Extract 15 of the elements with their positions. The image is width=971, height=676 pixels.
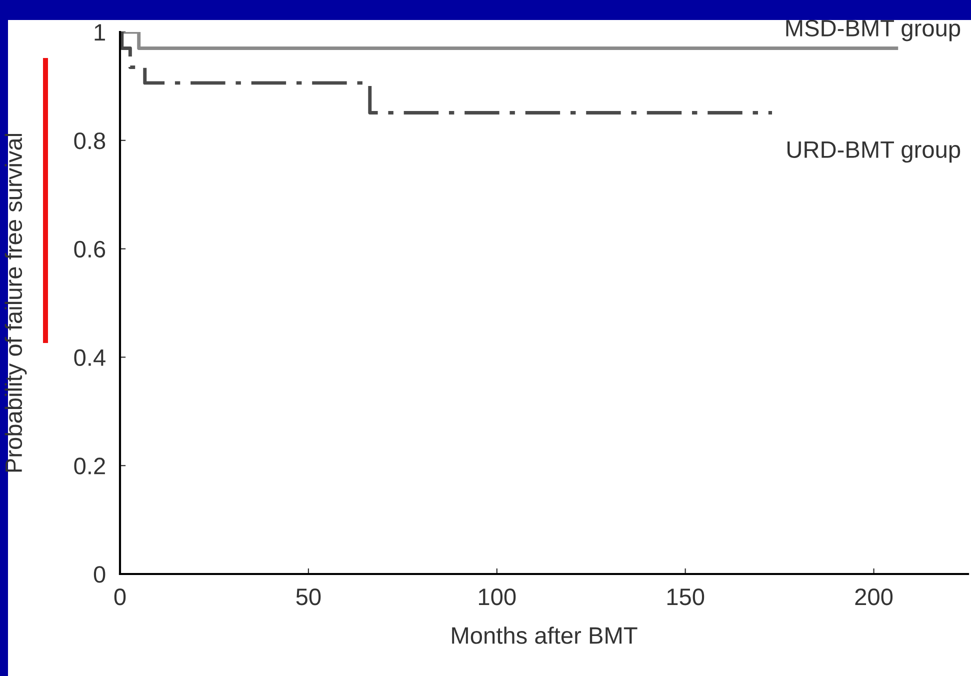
y-tick-label: 1 <box>94 24 105 41</box>
x-tick-label: 100 <box>478 588 516 606</box>
series-label: URD-BMT group <box>787 142 960 163</box>
x-tick-label: 50 <box>296 588 321 606</box>
x-tick-label: 0 <box>114 588 126 606</box>
x-tick-label: 200 <box>855 588 893 606</box>
y-tick-label: 0 <box>94 566 106 583</box>
y-tick-label: 0.4 <box>74 349 106 366</box>
y-tick-label: 0.6 <box>74 240 106 258</box>
y-axis-title: Probability of failure free survival <box>4 134 27 472</box>
x-tick-label: 150 <box>667 588 704 606</box>
y-tick-label: 0.2 <box>74 458 105 474</box>
y-tick-label: 0.8 <box>74 132 106 150</box>
series-label: MSD-BMT group <box>786 20 960 42</box>
x-axis-title: Months after BMT <box>452 626 638 644</box>
